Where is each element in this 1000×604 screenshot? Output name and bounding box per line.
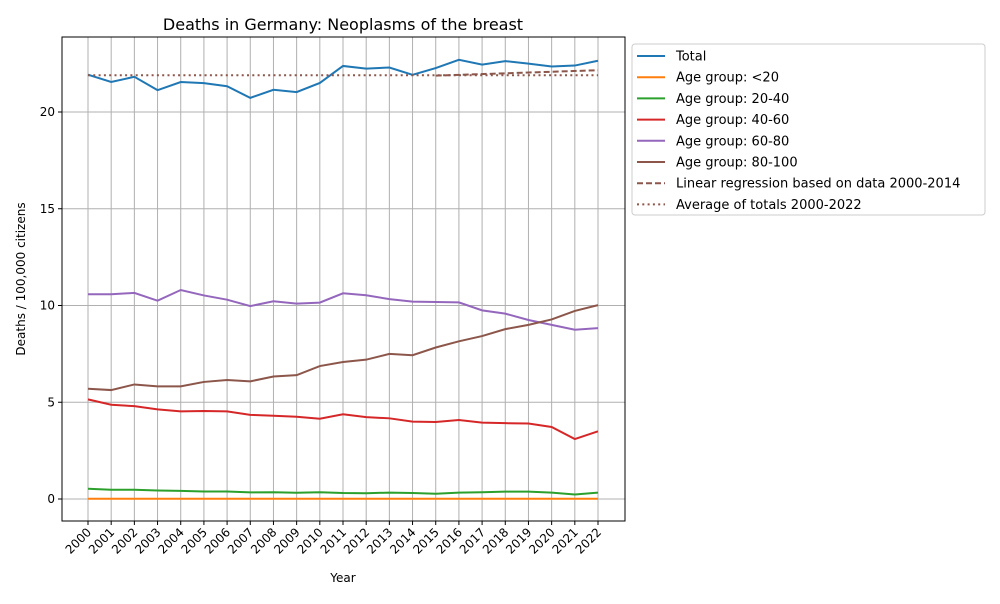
- legend-label: Total: [675, 50, 706, 65]
- x-tick-label: 2009: [271, 525, 302, 556]
- x-tick-label: 2007: [225, 525, 256, 556]
- x-tick-label: 2018: [480, 525, 511, 556]
- legend-label: Age group: <20: [676, 71, 779, 86]
- x-tick-label: 2013: [364, 525, 395, 556]
- x-tick-label: 2006: [202, 525, 233, 556]
- x-tick-label: 2008: [248, 525, 279, 556]
- x-tick-label: 2010: [294, 525, 325, 556]
- x-tick-label: 2020: [526, 525, 557, 556]
- x-tick-label: 2017: [457, 525, 488, 556]
- x-tick-label: 2015: [410, 525, 441, 556]
- series-line-4: [88, 288, 599, 331]
- chart-title: Deaths in Germany: Neoplasms of the brea…: [163, 15, 523, 34]
- x-tick-label: 2016: [434, 525, 465, 556]
- x-tick-label: 2000: [63, 525, 94, 556]
- series-line-2: [87, 487, 599, 496]
- legend-label: Age group: 40-60: [676, 113, 789, 128]
- series-line-6: [435, 69, 599, 77]
- y-tick-label: 20: [40, 105, 55, 119]
- x-tick-label: 2022: [573, 525, 604, 556]
- x-tick-label: 2001: [86, 525, 117, 556]
- x-tick-label: 2003: [132, 525, 163, 556]
- y-axis-label: Deaths / 100,000 citizens: [14, 202, 28, 355]
- x-tick-label: 2005: [179, 525, 210, 556]
- x-tick-label: 2012: [341, 525, 372, 556]
- x-tick-label: 2011: [318, 525, 349, 556]
- x-tick-label: 2014: [387, 525, 418, 556]
- y-tick-label: 0: [47, 492, 55, 506]
- y-tick-label: 15: [40, 202, 55, 216]
- series-line-5: [87, 304, 599, 392]
- x-tick-label: 2004: [155, 525, 186, 556]
- legend-label: Average of totals 2000-2022: [676, 198, 862, 213]
- legend-label: Age group: 20-40: [676, 92, 789, 107]
- x-tick-label: 2021: [549, 525, 580, 556]
- x-tick-label: 2019: [503, 525, 534, 556]
- y-tick-label: 10: [40, 299, 55, 313]
- x-tick-label: 2002: [109, 525, 140, 556]
- legend: Total Age group: <20 Age group: 20-40 Age g…: [631, 43, 986, 216]
- x-axis-label: Year: [329, 571, 355, 585]
- series-line-0: [87, 58, 599, 99]
- series-line-3: [87, 398, 599, 441]
- legend-label: Age group: 80-100: [676, 156, 798, 171]
- legend-label: Age group: 60-80: [676, 134, 789, 149]
- y-tick-label: 5: [47, 395, 55, 409]
- legend-label: Linear regression based on data 2000-201…: [676, 177, 960, 192]
